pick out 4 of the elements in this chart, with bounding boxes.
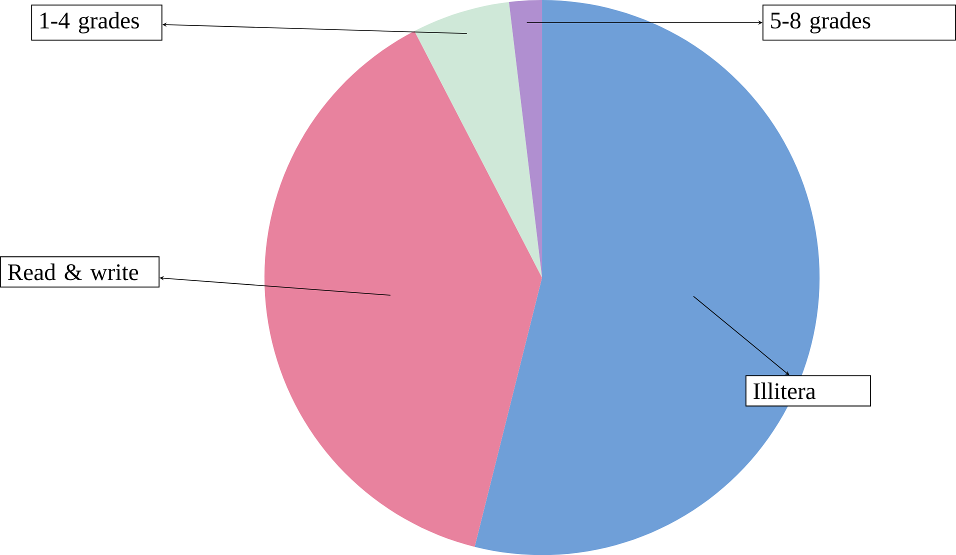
slice-label: Illitera	[754, 382, 816, 400]
slice-label: Read & write	[8, 264, 138, 280]
slice-label: 5-8 grades	[771, 12, 870, 34]
slice-label: 1-4 grades	[40, 12, 139, 34]
